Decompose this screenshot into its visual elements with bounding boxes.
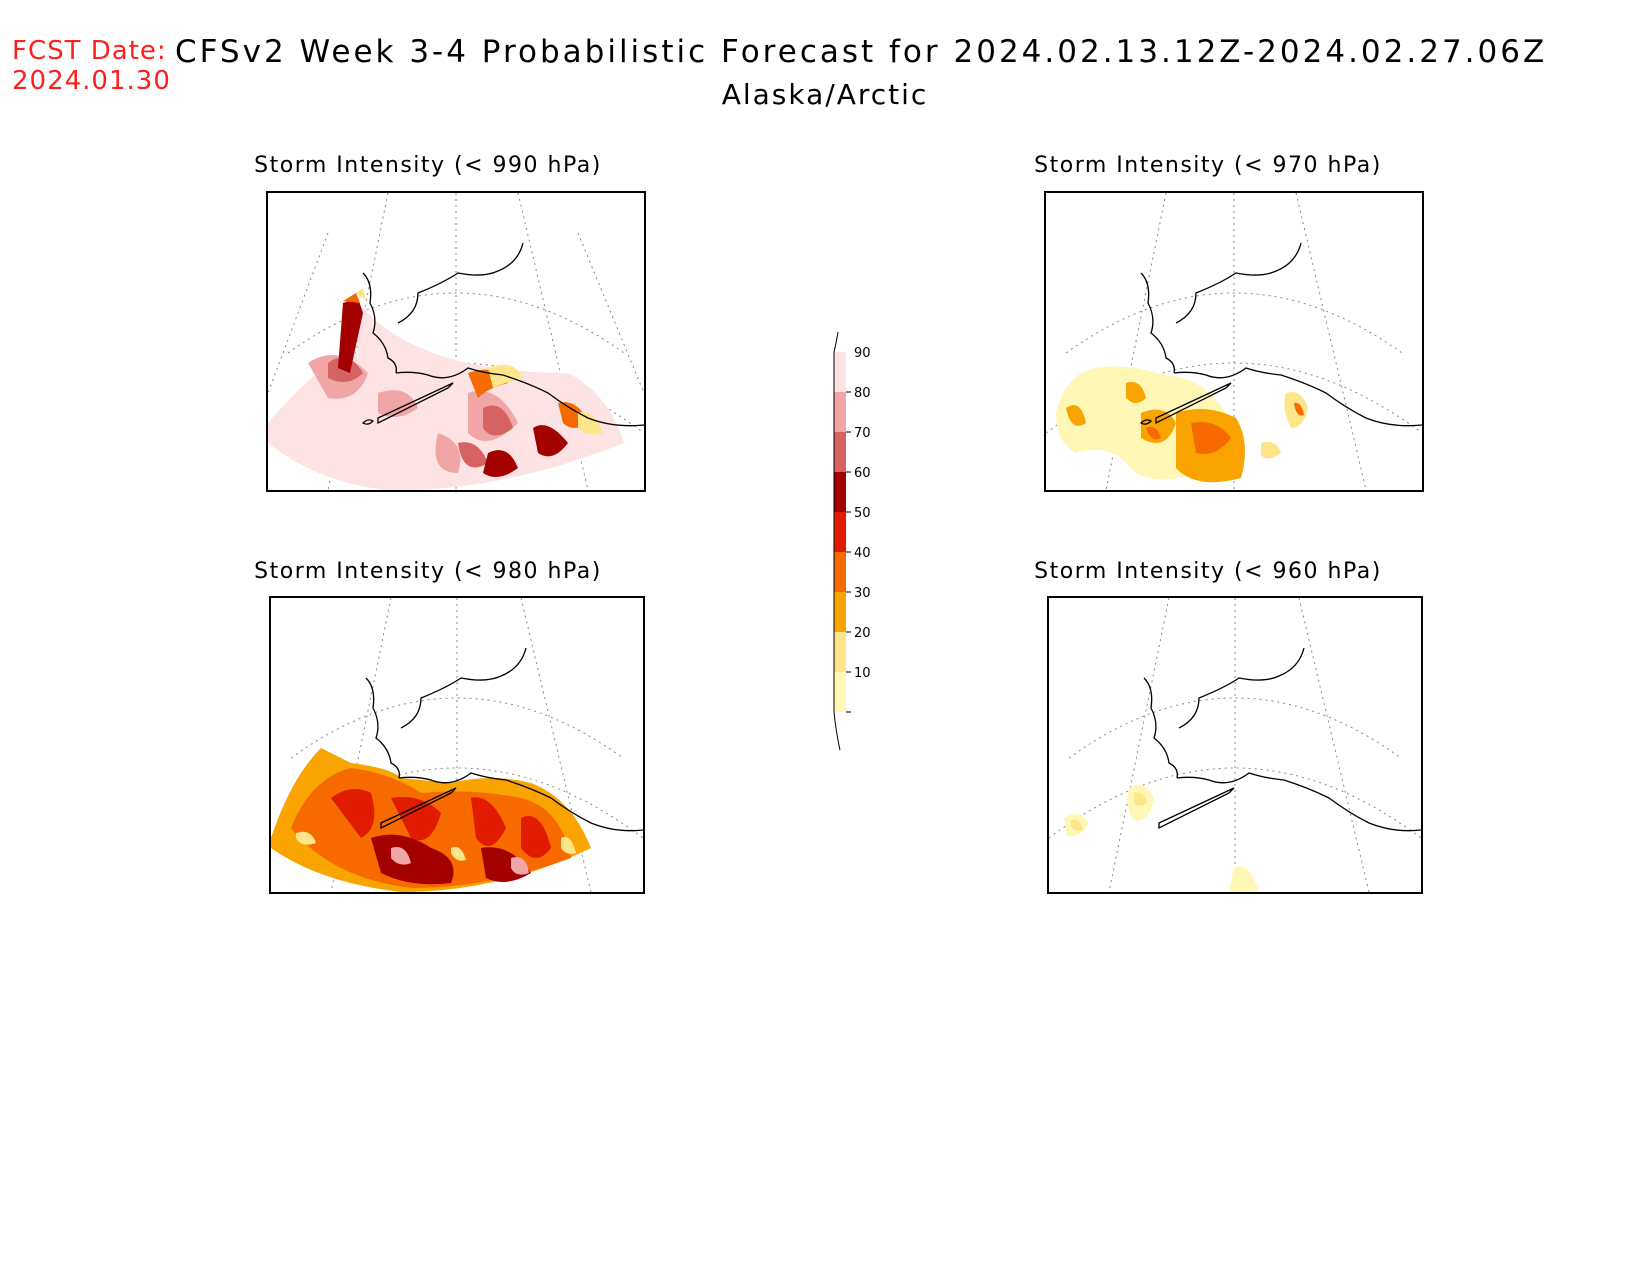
colorbar-label: 80 bbox=[854, 386, 871, 401]
coastline bbox=[1143, 647, 1421, 832]
colorbar-swatch bbox=[834, 672, 846, 712]
colorbar-label: 20 bbox=[854, 626, 871, 641]
colorbar-label: 10 bbox=[854, 666, 871, 681]
colorbar-swatch bbox=[834, 592, 846, 632]
region-subtitle: Alaska/Arctic bbox=[721, 78, 929, 111]
colorbar-swatch bbox=[834, 632, 846, 672]
colorbar-swatch bbox=[834, 552, 846, 592]
coastline bbox=[1139, 242, 1422, 427]
colorbar-bottom-tail bbox=[833, 711, 841, 751]
colorbar-label: 60 bbox=[854, 466, 871, 481]
map-panel-970 bbox=[1044, 191, 1424, 492]
colorbar-swatch bbox=[834, 352, 846, 392]
colorbar-label: 70 bbox=[854, 426, 871, 441]
panel-title-980: Storm Intensity (< 980 hPa) bbox=[254, 559, 602, 584]
colorbar-top-tail bbox=[833, 331, 839, 353]
panel-title-960: Storm Intensity (< 960 hPa) bbox=[1034, 559, 1382, 584]
colorbar-swatch bbox=[834, 392, 846, 432]
coastline bbox=[361, 242, 644, 427]
map-panel-960 bbox=[1047, 596, 1423, 894]
main-title: CFSv2 Week 3-4 Probabilistic Forecast fo… bbox=[175, 34, 1548, 70]
probability-field bbox=[268, 303, 624, 490]
colorbar-swatch bbox=[834, 512, 846, 552]
coastline bbox=[365, 647, 643, 832]
fcst-date-label: FCST Date: bbox=[12, 36, 167, 66]
panel-title-970: Storm Intensity (< 970 hPa) bbox=[1034, 153, 1382, 178]
colorbar-label: 90 bbox=[854, 346, 871, 361]
colorbar-label: 30 bbox=[854, 586, 871, 601]
map-panel-980 bbox=[269, 596, 645, 894]
colorbar-swatch bbox=[834, 432, 846, 472]
colorbar-swatch bbox=[834, 472, 846, 512]
panel-title-990: Storm Intensity (< 990 hPa) bbox=[254, 153, 602, 178]
fcst-date-value: 2024.01.30 bbox=[12, 66, 171, 96]
colorbar-label: 40 bbox=[854, 546, 871, 561]
colorbar: 10 20 30 40 50 60 70 80 90 bbox=[820, 330, 880, 754]
colorbar-label: 50 bbox=[854, 506, 871, 521]
map-panel-990 bbox=[266, 191, 646, 492]
